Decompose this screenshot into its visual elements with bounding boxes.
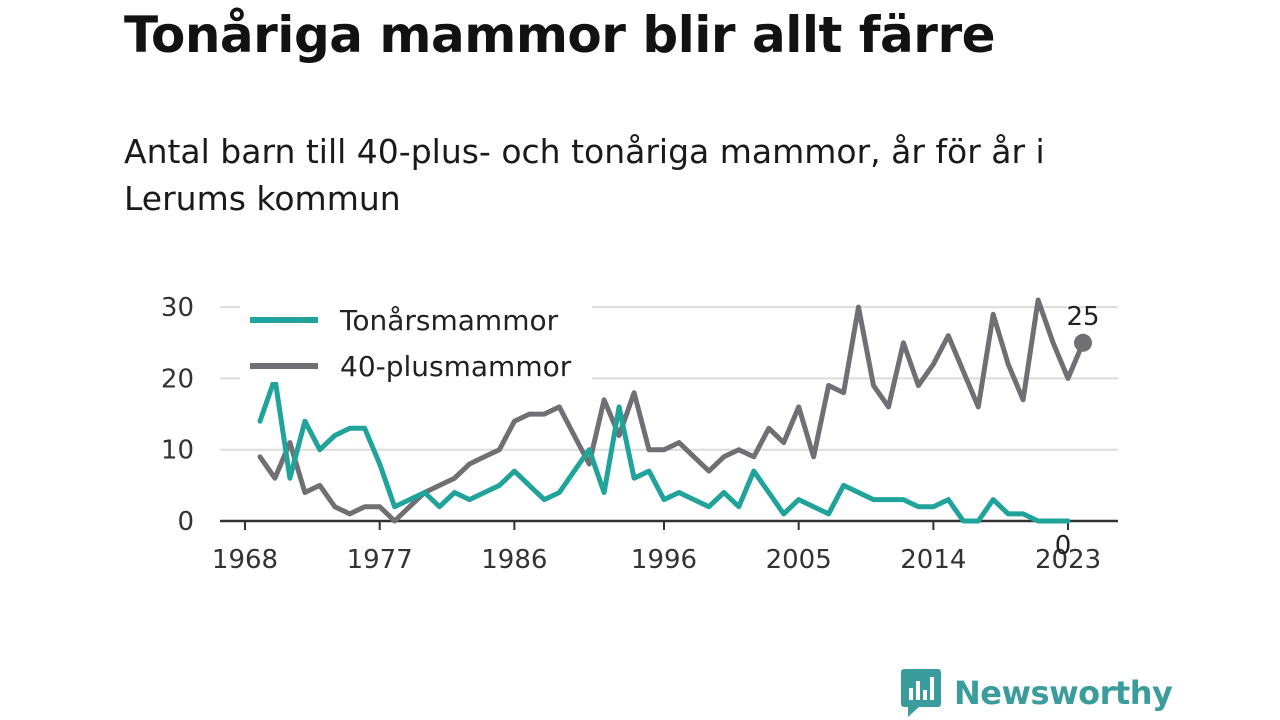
newsworthy-logo: Newsworthy <box>900 668 1173 718</box>
x-tick-label: 1996 <box>631 545 697 575</box>
y-axis-ticks: 0 10 20 30 <box>161 293 194 537</box>
y-tick-label: 20 <box>161 364 194 394</box>
y-tick-label: 10 <box>161 436 194 466</box>
series-lines <box>257 297 1086 524</box>
legend-label: Tonårsmammor <box>339 304 559 337</box>
x-tick-label: 1977 <box>347 545 413 575</box>
y-tick-label: 0 <box>177 507 194 537</box>
x-tick-label: 2005 <box>766 545 832 575</box>
x-tick-label: 1968 <box>212 545 278 575</box>
end-point-marker <box>1074 333 1092 352</box>
end-labels: 25 0 <box>1055 302 1100 561</box>
series-line-tonarsmammor <box>257 375 1071 524</box>
end-label-tonars: 0 <box>1055 531 1072 561</box>
end-label-40plus: 25 <box>1066 302 1099 332</box>
legend: Tonårsmammor 40-plusmammor <box>240 296 592 383</box>
x-tick-label: 2023 <box>1035 545 1101 575</box>
x-tick-label: 2014 <box>900 545 966 575</box>
newsworthy-icon <box>901 669 941 717</box>
x-tick-label: 1986 <box>481 545 547 575</box>
legend-label: 40-plusmammor <box>340 350 572 383</box>
y-tick-label: 30 <box>161 293 194 323</box>
series-line-40plusmammor <box>257 297 1086 524</box>
brand-name: Newsworthy <box>954 674 1173 712</box>
chart-title: Tonåriga mammor blir allt färre <box>124 6 996 64</box>
chart-subtitle: Antal barn till 40-plus- och tonåriga ma… <box>124 132 1045 218</box>
x-axis: 1968 1977 1986 1996 2005 2014 2023 <box>212 519 1118 575</box>
